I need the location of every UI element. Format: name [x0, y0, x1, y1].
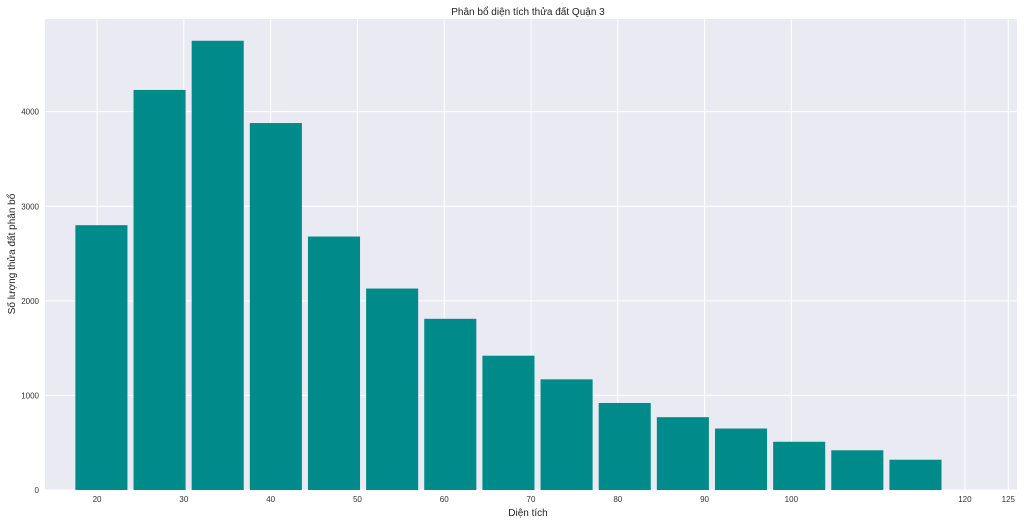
- x-tick-label: 80: [613, 495, 622, 504]
- y-tick-label: 3000: [21, 202, 39, 211]
- x-tick-label: 120: [958, 495, 972, 504]
- bars: [75, 40, 942, 491]
- x-tick-label: 40: [266, 495, 275, 504]
- x-tick-label: 30: [179, 495, 188, 504]
- y-tick-label: 1000: [21, 391, 39, 400]
- y-tick-label: 0: [35, 486, 40, 495]
- x-tick-label: 50: [353, 495, 362, 504]
- x-tick-label: 125: [1002, 495, 1016, 504]
- y-axis-title: Số lượng thửa đất phân bổ: [6, 193, 18, 314]
- bar-9: [540, 379, 593, 490]
- bar-1: [75, 225, 128, 490]
- y-tick-label: 4000: [21, 108, 39, 117]
- x-tick-label: 60: [440, 495, 449, 504]
- bar-7: [424, 318, 477, 490]
- bar-4: [249, 123, 302, 491]
- y-tick-label: 2000: [21, 297, 39, 306]
- x-tick-label: 70: [527, 495, 536, 504]
- bar-10: [598, 402, 651, 490]
- bar-11: [656, 417, 709, 490]
- x-axis-title: Diện tích: [508, 508, 547, 519]
- bar-12: [714, 428, 768, 490]
- bar-3: [191, 40, 244, 490]
- bar-14: [831, 450, 884, 490]
- bar-2: [133, 89, 186, 490]
- bar-5: [307, 236, 361, 490]
- bar-15: [889, 459, 942, 490]
- bar-8: [482, 355, 535, 490]
- x-tick-label: 20: [93, 495, 102, 504]
- x-tick-label: 100: [785, 495, 799, 504]
- x-tick-label: 90: [700, 495, 709, 504]
- bar-6: [366, 288, 419, 490]
- x-tick-labels: 20 30 40 50 60 70 80 90 100 120 125: [93, 495, 1016, 504]
- y-tick-labels: 0 1000 2000 3000 4000: [21, 108, 39, 495]
- bar-13: [773, 441, 826, 490]
- chart-title: Phân bổ diện tích thửa đất Quận 3: [451, 6, 605, 18]
